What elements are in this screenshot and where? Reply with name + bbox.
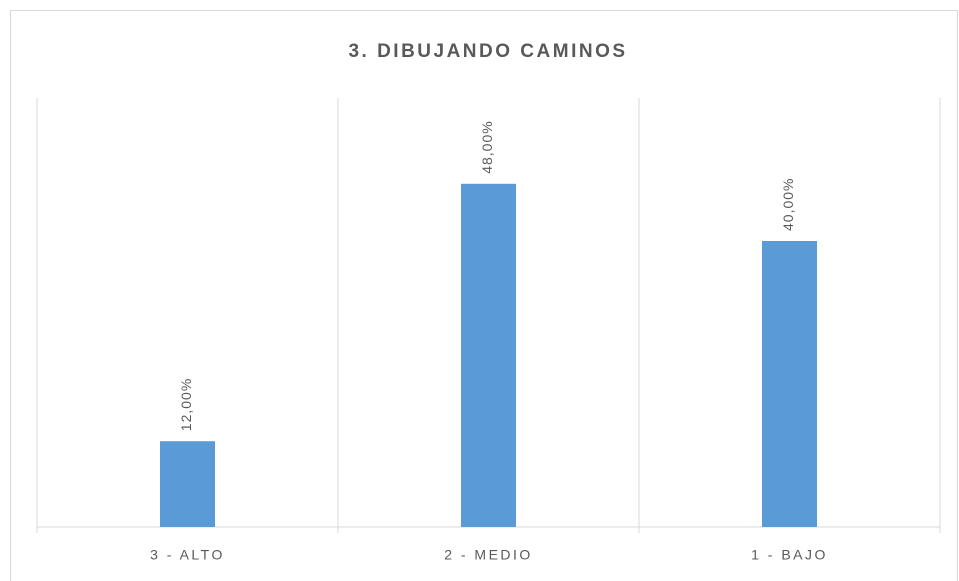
x-tick-label: 1 - BAJO xyxy=(751,547,828,563)
x-tick-label: 3 - ALTO xyxy=(150,547,225,563)
x-tick-label: 2 - MEDIO xyxy=(444,547,533,563)
chart-title: 3. DIBUJANDO CAMINOS xyxy=(348,41,627,62)
bar xyxy=(461,183,516,528)
bar xyxy=(762,241,817,527)
data-label: 48,00% xyxy=(479,120,495,173)
data-label: 40,00% xyxy=(780,178,796,231)
data-label: 12,00% xyxy=(178,378,194,431)
bar xyxy=(160,441,215,527)
